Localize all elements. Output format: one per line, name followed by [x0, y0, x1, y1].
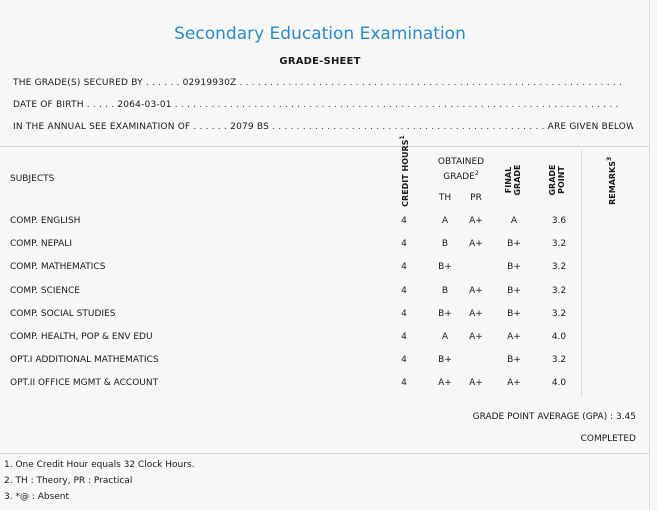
header-obtained-grade: OBTAINED GRADE2	[430, 156, 492, 183]
footnote-credit-hour: 1. One Credit Hour equals 32 Clock Hours…	[4, 460, 195, 470]
header-credit-hours-text: CREDIT HOURS	[400, 139, 410, 207]
header-final-line2: GRADE	[513, 164, 522, 196]
cell-grade-point: 4.0	[551, 332, 567, 342]
cell-subject: OPT.I ADDITIONAL MATHEMATICS	[10, 355, 159, 366]
cell-final-grade: B+	[507, 262, 521, 273]
dob-label: DATE OF BIRTH	[13, 100, 84, 110]
info-exam: IN THE ANNUAL SEE EXAMINATION OF . . . .…	[13, 122, 633, 132]
cell-pr-grade: A+	[469, 239, 483, 250]
cell-credit-hours: 4	[401, 285, 407, 296]
footnote-th-pr: 2. TH : Theory, PR : Practical	[4, 476, 133, 486]
cell-subject: COMP. NEPALI	[10, 239, 72, 250]
grades-secured-label: THE GRADE(S) SECURED BY	[13, 78, 143, 88]
cell-pr-grade: A+	[469, 308, 483, 319]
cell-final-grade: A	[510, 216, 518, 226]
given-below: ARE GIVEN BELOW . . .	[547, 122, 633, 132]
cell-grade-point: 3.2	[551, 262, 567, 273]
header-final-grade: FINAL GRADE	[504, 160, 522, 200]
exam-label: IN THE ANNUAL SEE EXAMINATION OF	[13, 122, 191, 132]
info-grades-secured: THE GRADE(S) SECURED BY . . . . . . 0291…	[13, 78, 623, 88]
header-grade-point: GRADE POINT	[548, 160, 566, 200]
cell-subject: COMP. MATHEMATICS	[10, 262, 106, 273]
footnote-absent: 3. *@ : Absent	[4, 492, 70, 502]
cell-grade-point: 3.6	[551, 216, 567, 226]
cell-grade-point: 3.2	[551, 308, 567, 319]
cell-pr-grade: A+	[469, 332, 483, 342]
cell-subject: OPT.II OFFICE MGMT & ACCOUNT	[10, 378, 159, 389]
cell-th-grade: B	[441, 285, 449, 296]
cell-th-grade: A	[441, 216, 449, 226]
cell-credit-hours: 4	[401, 378, 407, 389]
remarks-column-divider	[581, 150, 582, 396]
header-pr: PR	[470, 193, 482, 203]
cell-grade-point: 3.2	[551, 239, 567, 250]
exam-year: 2079 BS	[230, 122, 270, 132]
cell-th-grade: B	[441, 239, 449, 250]
cell-grade-point: 4.0	[551, 378, 567, 389]
divider	[0, 146, 649, 147]
cell-credit-hours: 4	[401, 332, 407, 342]
header-remarks: REMARKS3	[605, 150, 617, 212]
cell-pr-grade: A+	[469, 285, 483, 296]
dob-value: 2064-03-01	[117, 100, 172, 110]
page-subtitle: GRADE-SHEET	[279, 56, 361, 67]
gpa-summary: GRADE POINT AVERAGE (GPA) : 3.45	[472, 412, 636, 422]
cell-final-grade: A+	[507, 378, 521, 389]
cell-final-grade: B+	[507, 239, 521, 250]
header-obtained-line2: GRADE	[443, 172, 475, 182]
cell-credit-hours: 4	[401, 308, 407, 319]
cell-final-grade: B+	[507, 355, 521, 366]
symbol-number: 02919930Z	[182, 78, 237, 88]
cell-grade-point: 3.2	[551, 285, 567, 296]
cell-credit-hours: 4	[401, 216, 407, 226]
header-th: TH	[438, 193, 452, 203]
cell-final-grade: A+	[507, 332, 521, 342]
header-credit-sup: 1	[399, 135, 407, 140]
cell-pr-grade: A+	[469, 216, 483, 226]
cell-final-grade: B+	[507, 285, 521, 296]
cell-credit-hours: 4	[401, 262, 407, 273]
header-final-line1: FINAL	[504, 166, 513, 194]
header-gp-line2: POINT	[557, 166, 566, 194]
info-dob: DATE OF BIRTH . . . . . 2064-03-01 . . .…	[13, 100, 618, 110]
header-remarks-text: REMARKS	[607, 160, 617, 205]
header-obtained-sup: 2	[474, 170, 479, 177]
cell-th-grade: B+	[438, 308, 452, 319]
cell-th-grade: B+	[438, 355, 452, 366]
header-gp-line1: GRADE	[548, 164, 557, 196]
page-title: Secondary Education Examination	[174, 24, 466, 44]
cell-credit-hours: 4	[401, 355, 407, 366]
cell-grade-point: 3.2	[551, 355, 567, 366]
footer-divider	[0, 453, 649, 454]
header-subjects: SUBJECTS	[10, 174, 55, 184]
cell-subject: COMP. SCIENCE	[10, 285, 80, 296]
cell-th-grade: A+	[438, 378, 452, 389]
cell-subject: COMP. SOCIAL STUDIES	[10, 308, 116, 319]
completion-status: COMPLETED	[580, 434, 636, 444]
cell-subject: COMP. ENGLISH	[10, 216, 81, 226]
cell-th-grade: A	[441, 332, 449, 342]
header-credit-hours: CREDIT HOURS1	[398, 135, 410, 206]
header-obtained-line1: OBTAINED	[437, 157, 485, 167]
cell-th-grade: B+	[438, 262, 452, 273]
cell-final-grade: B+	[507, 308, 521, 319]
cell-credit-hours: 4	[401, 239, 407, 250]
header-remarks-sup: 3	[606, 156, 614, 161]
cell-subject: COMP. HEALTH, POP & ENV EDU	[10, 332, 153, 342]
cell-pr-grade: A+	[469, 378, 483, 389]
